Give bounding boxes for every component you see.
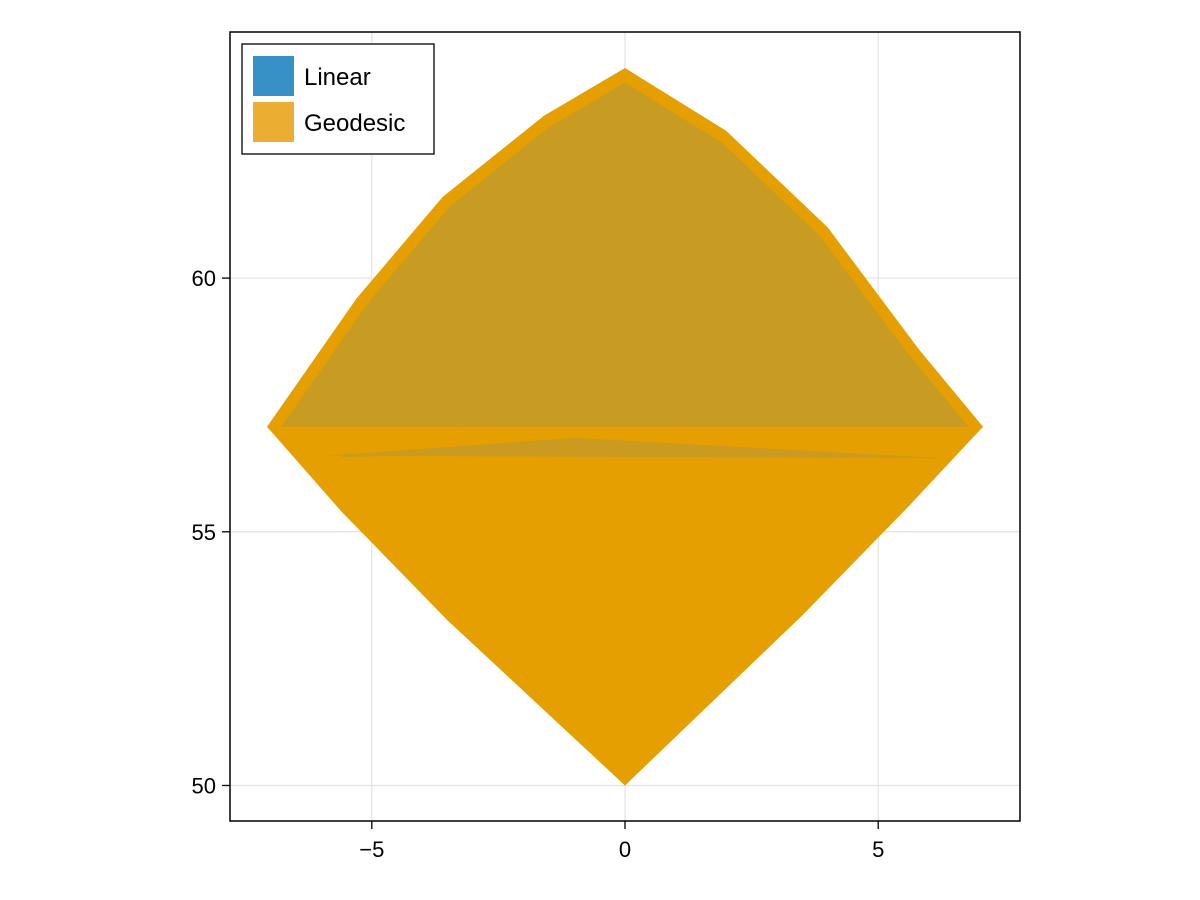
legend-label-geodesic: Geodesic (304, 110, 405, 137)
ticks: −5 0 5 50 55 60 (192, 266, 885, 862)
x-tick-label: 0 (619, 837, 631, 862)
x-tick-label: −5 (359, 837, 384, 862)
legend-swatch-linear (253, 56, 294, 96)
y-tick-label: 55 (192, 520, 216, 545)
x-tick-label: 5 (872, 837, 884, 862)
plot-layer (267, 68, 983, 786)
legend: Linear Geodesic (241, 43, 435, 155)
geodesic-upper-shade (281, 82, 969, 458)
legend-swatch-geodesic (253, 102, 294, 142)
y-tick-label: 60 (192, 266, 216, 291)
legend-label-linear: Linear (304, 64, 371, 91)
geodesic-lower-surface (267, 426, 983, 786)
y-tick-label: 50 (192, 773, 216, 798)
geodesic-band-shade (326, 437, 944, 459)
